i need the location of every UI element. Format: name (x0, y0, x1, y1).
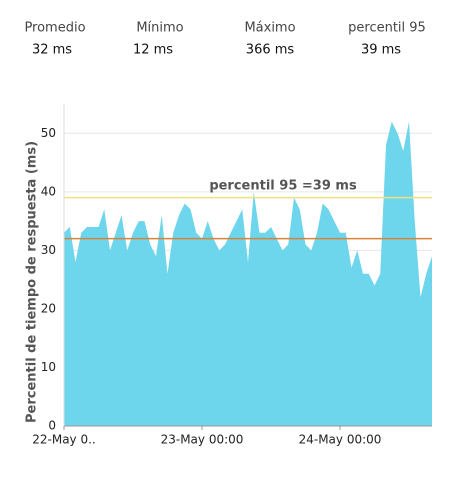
y-tick-label: 20 (41, 301, 56, 315)
stat-value: 39 ms (361, 43, 401, 58)
stat-label: Máximo (244, 21, 295, 36)
x-tick-label: 24-May 00:00 (299, 433, 382, 447)
stat-value: 32 ms (32, 43, 72, 58)
stat-value: 12 ms (133, 43, 173, 58)
stat-label: Mínimo (136, 21, 183, 36)
y-tick-label: 10 (41, 360, 56, 374)
area (64, 121, 432, 427)
y-axis-label: Percentil de tiempo de respuesta (ms) (25, 141, 40, 423)
stat-label: percentil 95 (348, 21, 426, 36)
annotation: percentil 95 =39 ms (209, 179, 357, 194)
x-tick-label: 22-May 0.. (32, 433, 96, 447)
y-tick-label: 30 (41, 243, 56, 257)
y-tick-label: 40 (41, 184, 56, 198)
stat-label: Promedio (24, 21, 85, 36)
x-tick-label: 23-May 00:00 (161, 433, 244, 447)
stat-value: 366 ms (246, 43, 295, 58)
y-tick-label: 50 (41, 126, 56, 140)
y-tick-label: 0 (48, 419, 56, 433)
